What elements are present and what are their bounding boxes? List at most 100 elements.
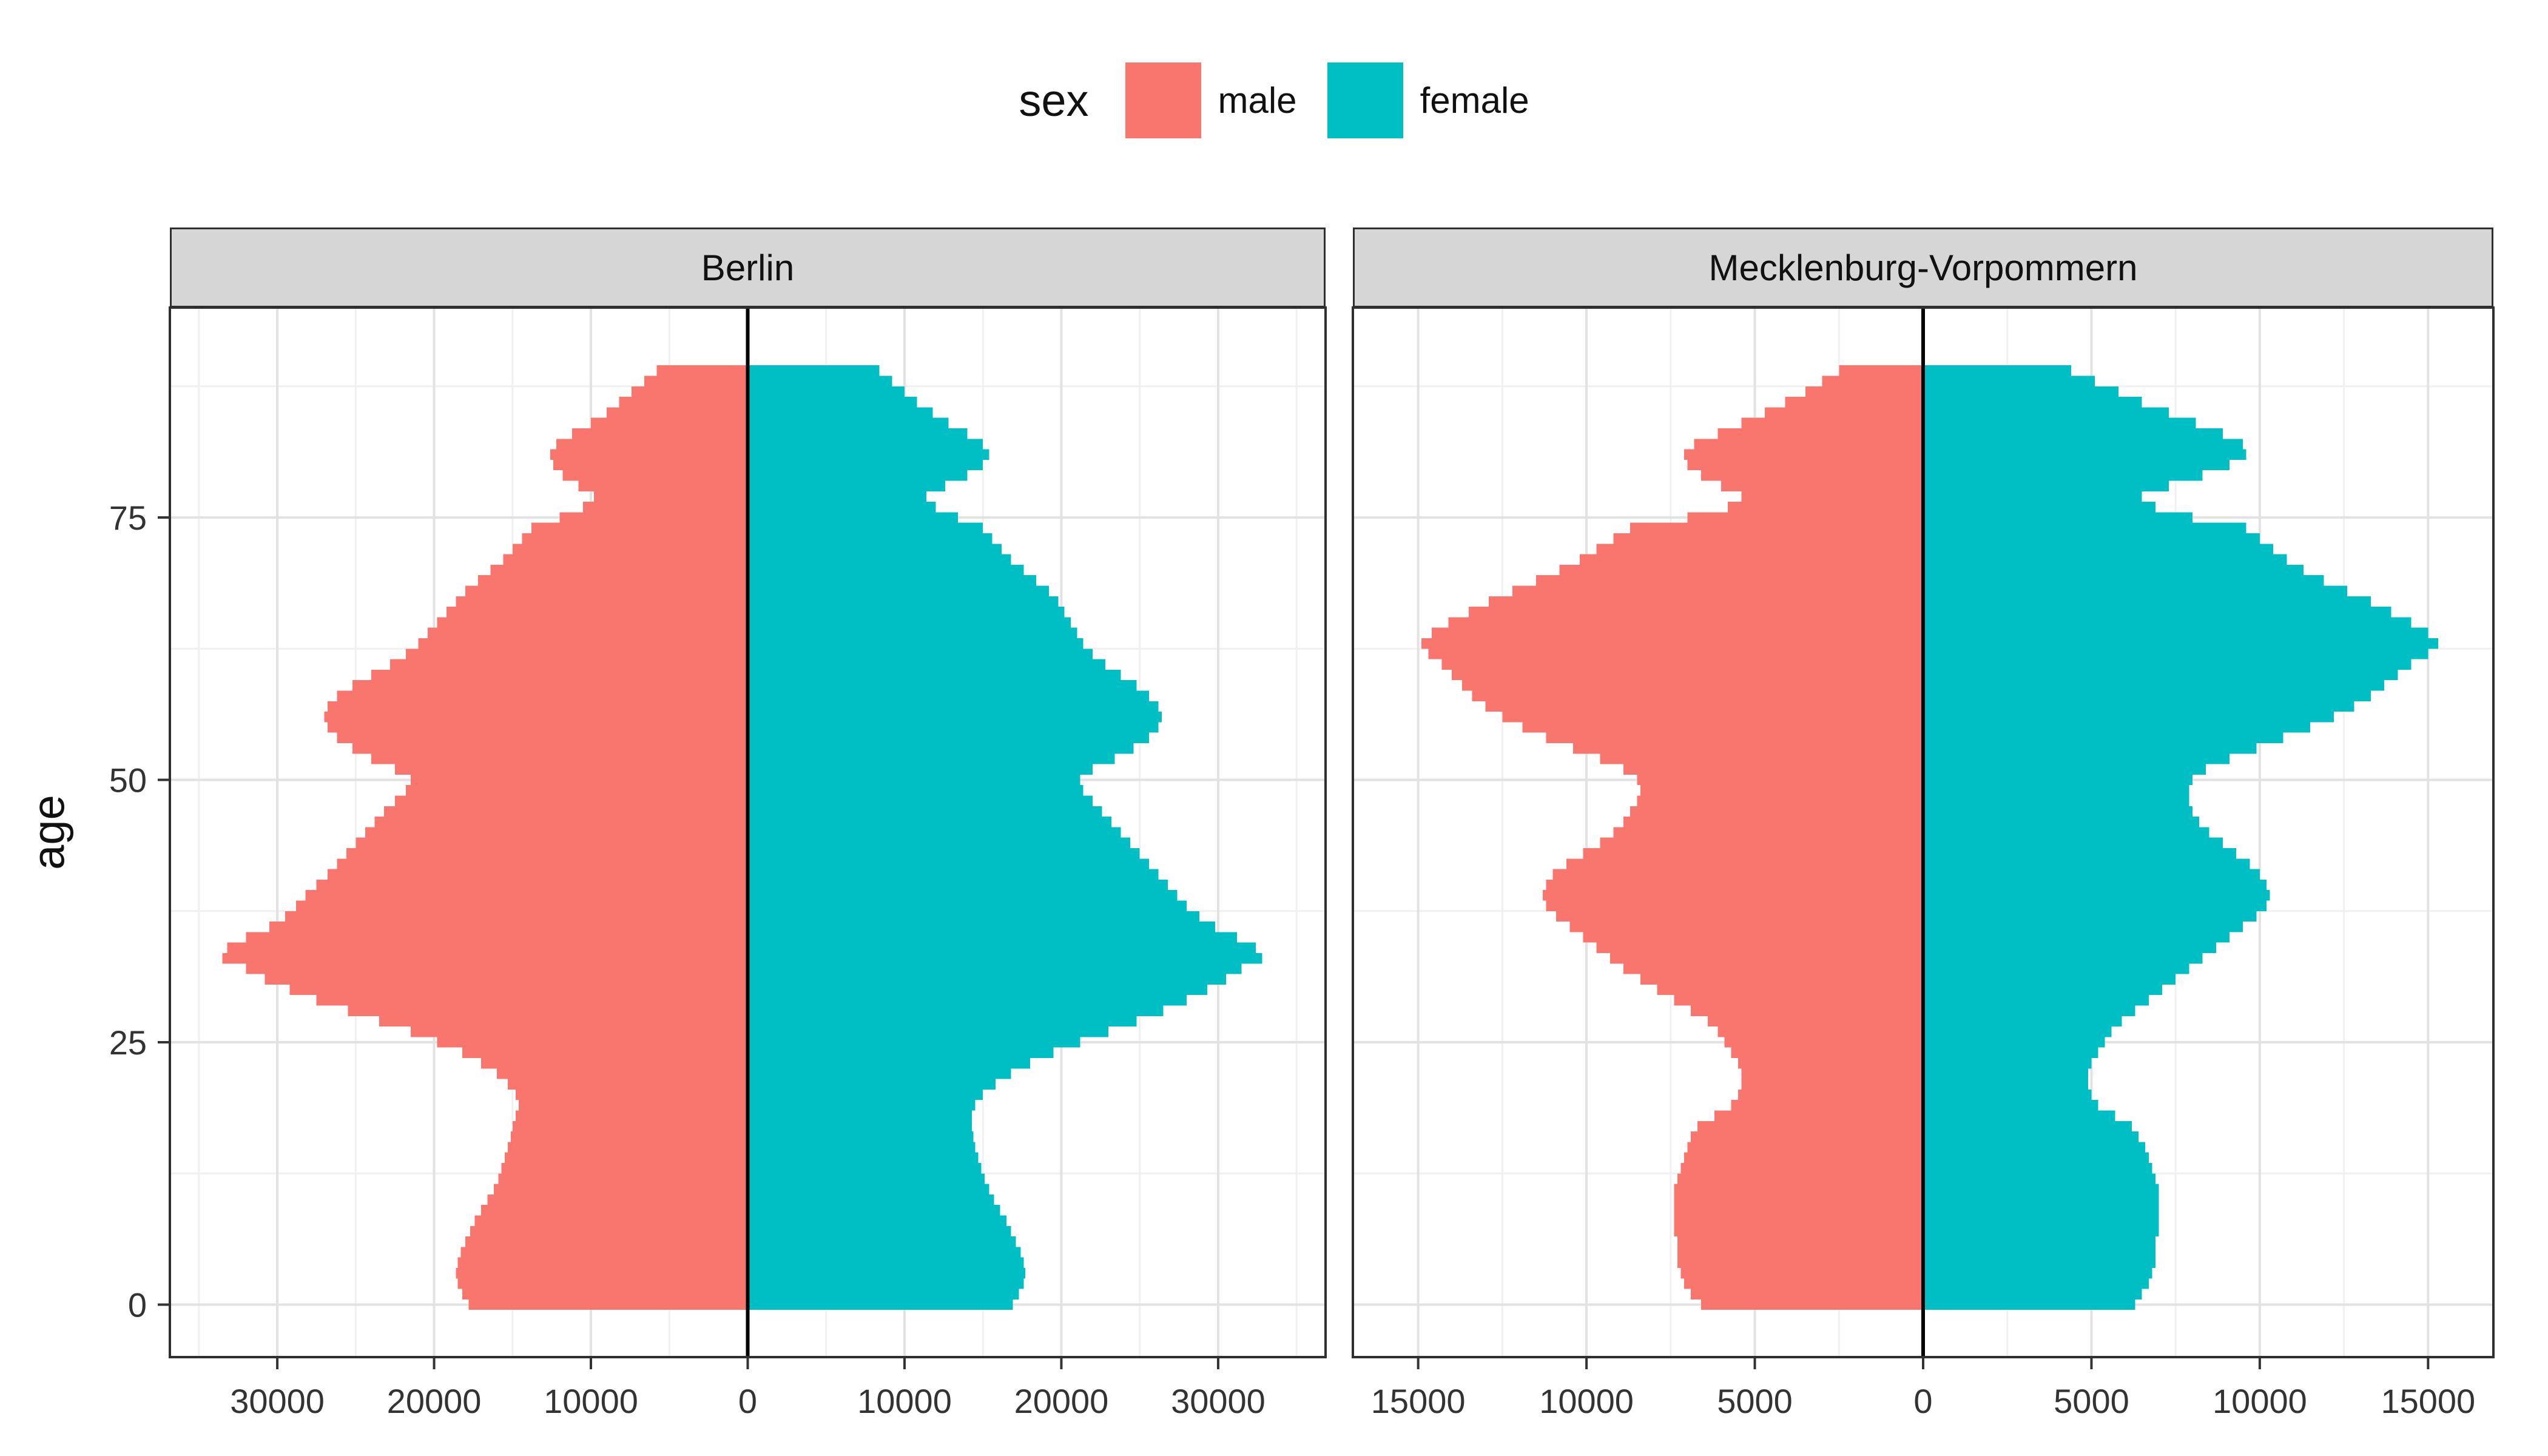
bar-female xyxy=(1923,680,2385,691)
bar-female xyxy=(747,1037,1080,1048)
bar-female xyxy=(747,995,1187,1006)
bar-female xyxy=(1923,1005,2135,1016)
bar-male xyxy=(1566,858,1923,869)
bar-female xyxy=(1923,502,2155,513)
x-tick-label: 30000 xyxy=(1171,1382,1266,1420)
bar-female xyxy=(747,1110,972,1121)
bar-male xyxy=(352,743,748,754)
bar-male xyxy=(1694,439,1923,450)
bar-female xyxy=(747,627,1077,638)
bar-female xyxy=(747,1005,1164,1016)
bar-male xyxy=(531,522,748,533)
bar-male xyxy=(1489,596,1923,607)
bar-female xyxy=(747,669,1121,681)
bar-female xyxy=(747,1225,1011,1237)
x-tick-label: 20000 xyxy=(387,1382,482,1420)
bar-male xyxy=(1785,397,1923,408)
bar-female xyxy=(1923,1057,2092,1069)
bar-male xyxy=(1691,1131,1923,1142)
x-tick-label: 15000 xyxy=(2381,1382,2475,1420)
bar-male xyxy=(656,365,748,376)
bar-female xyxy=(747,1299,1013,1310)
x-tick-label: 15000 xyxy=(1371,1382,1466,1420)
bar-female xyxy=(747,722,1159,733)
bar-female xyxy=(747,1026,1109,1037)
bar-female xyxy=(1923,449,2246,460)
bar-female xyxy=(1923,932,2230,943)
bar-male xyxy=(305,890,748,901)
bar-male xyxy=(1552,869,1923,880)
bar-female xyxy=(747,407,933,418)
bar-female xyxy=(1923,774,2192,786)
bar-female xyxy=(1923,1016,2122,1027)
bar-female xyxy=(747,922,1215,932)
bar-female xyxy=(1923,1299,2135,1310)
bar-male xyxy=(1839,365,1923,376)
facet-title-berlin: Berlin xyxy=(701,247,795,288)
bar-male xyxy=(327,722,748,733)
bar-male xyxy=(1687,459,1923,471)
bar-male xyxy=(519,1100,748,1111)
bar-male xyxy=(1596,942,1923,953)
bar-female xyxy=(747,1016,1137,1027)
bar-male xyxy=(1684,1278,1923,1289)
facet-strip-berlin: Berlin xyxy=(170,228,1326,308)
bar-female xyxy=(747,911,1199,922)
bar-female xyxy=(747,858,1150,869)
bar-male xyxy=(437,1037,748,1048)
bar-female xyxy=(747,617,1071,628)
bar-male xyxy=(1822,376,1923,386)
bar-female xyxy=(1923,533,2260,544)
bar-female xyxy=(747,397,917,408)
bar-female xyxy=(1923,649,2428,659)
bar-female xyxy=(747,1079,996,1090)
bar-female xyxy=(747,1215,1006,1226)
bar-male xyxy=(512,544,748,554)
bar-female xyxy=(747,1173,985,1184)
bar-male xyxy=(1721,480,1923,491)
bar-male xyxy=(508,1079,748,1090)
bar-male xyxy=(515,1110,748,1121)
facet-title-mecklenburg-vorpommern: Mecklenburg-Vorpommern xyxy=(1708,247,2138,288)
bar-male xyxy=(1600,837,1923,848)
bar-male xyxy=(511,1131,748,1142)
bar-female xyxy=(1923,911,2257,922)
bar-female xyxy=(747,974,1226,985)
bar-female xyxy=(747,848,1140,859)
bar-female xyxy=(747,795,1093,806)
bar-male xyxy=(556,439,748,450)
bar-female xyxy=(1923,1225,2159,1237)
bar-male xyxy=(465,585,748,596)
bar-female xyxy=(1923,1289,2142,1299)
facet-strip-mecklenburg-vorpommern: Mecklenburg-Vorpommern xyxy=(1353,228,2493,308)
bar-male xyxy=(493,1184,748,1195)
bar-female xyxy=(1923,890,2270,901)
bar-male xyxy=(289,984,748,996)
bar-male xyxy=(1741,417,1923,428)
bar-male xyxy=(1637,774,1923,786)
bar-male xyxy=(1674,1194,1923,1205)
bar-female xyxy=(1923,522,2246,533)
bar-female xyxy=(1923,585,2348,596)
bar-male xyxy=(1707,1016,1923,1027)
bar-female xyxy=(747,1152,979,1163)
bar-female xyxy=(747,649,1093,659)
bar-male xyxy=(1741,1068,1923,1079)
bar-female xyxy=(1923,995,2149,1006)
bar-female xyxy=(1923,544,2274,554)
bar-female xyxy=(747,785,1084,796)
bar-female xyxy=(747,1289,1019,1299)
bar-male xyxy=(1613,827,1923,838)
bar-male xyxy=(1583,932,1923,943)
bar-female xyxy=(1923,858,2250,869)
bar-male xyxy=(1596,544,1923,554)
bar-female xyxy=(747,386,905,397)
bar-male xyxy=(1657,984,1923,996)
bar-female xyxy=(747,890,1178,901)
bar-male xyxy=(1452,669,1923,681)
bar-female xyxy=(747,1142,976,1153)
bar-male xyxy=(515,1089,748,1100)
bar-male xyxy=(1700,470,1923,481)
bar-male xyxy=(456,596,748,607)
